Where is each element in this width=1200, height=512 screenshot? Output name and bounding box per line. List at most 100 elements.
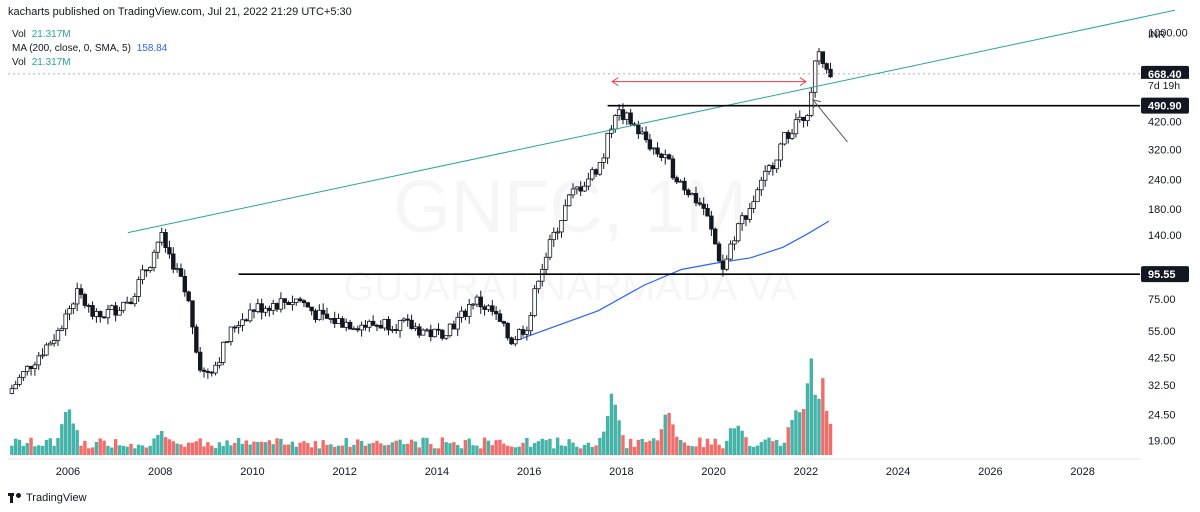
candle-body xyxy=(347,321,353,330)
volume-bar xyxy=(690,446,694,455)
volume-bar xyxy=(106,445,110,455)
volume-bar xyxy=(778,445,783,455)
volume-bar xyxy=(817,398,821,455)
volume-bar xyxy=(37,445,41,455)
volume-bar xyxy=(283,444,287,455)
volume-bar xyxy=(425,437,429,455)
candle-body xyxy=(678,180,683,183)
candle-body xyxy=(251,309,257,312)
candle-body xyxy=(101,316,107,319)
volume-bar xyxy=(256,441,260,455)
support-price-label: 95.55 xyxy=(1148,269,1176,281)
candle-body xyxy=(682,180,687,191)
countdown-badge xyxy=(1141,78,1189,92)
candle-body xyxy=(367,320,372,328)
candle-body xyxy=(182,276,188,293)
candle-body xyxy=(493,311,499,315)
candle-body xyxy=(751,201,756,209)
candle-body xyxy=(63,313,68,330)
moving-average xyxy=(515,220,830,342)
volume-bar xyxy=(809,358,813,455)
candle-body xyxy=(351,328,357,331)
volume-bar xyxy=(263,442,268,455)
volume-bar xyxy=(775,439,779,455)
y-tick-label: 420.00 xyxy=(1148,117,1182,129)
candle-body xyxy=(221,341,226,363)
volume-bar xyxy=(333,446,337,455)
legend-row-volume-2[interactable]: Vol 21.317M xyxy=(12,56,167,70)
volume-bar xyxy=(786,427,790,455)
candle-body xyxy=(78,288,84,295)
candle-body xyxy=(159,232,164,243)
candle-body xyxy=(432,328,437,338)
candle-body xyxy=(71,303,76,309)
candle-body xyxy=(401,318,407,321)
volume-bar xyxy=(824,410,829,455)
candle-body xyxy=(520,329,526,335)
y-tick-label: 24.50 xyxy=(1148,409,1176,421)
y-tick-label: 32.50 xyxy=(1148,380,1176,392)
candle-body xyxy=(639,131,645,135)
x-tick-label: 2006 xyxy=(56,466,80,478)
candle-body xyxy=(524,330,530,335)
y-tick-label: 75.00 xyxy=(1148,294,1176,306)
volume-bar xyxy=(52,445,56,455)
volume-bar xyxy=(429,444,433,455)
candle-body xyxy=(478,296,483,308)
volume-bar xyxy=(525,437,529,455)
volume-bar xyxy=(544,440,548,455)
candle-body xyxy=(497,313,503,322)
volume-bar xyxy=(356,439,360,455)
axes: 2006 2008 2010 2012 2014 2016 2018 2020 2022 2024… xyxy=(8,27,1189,478)
volume-bar xyxy=(652,438,656,455)
volume-bar xyxy=(275,438,279,455)
candle-body xyxy=(451,323,457,330)
volume-bar xyxy=(102,440,106,455)
volume-bar xyxy=(344,438,348,455)
volume-bar xyxy=(586,442,591,455)
candle-body xyxy=(732,240,737,245)
volume-bar xyxy=(582,444,587,455)
footer-brand[interactable]: TradingView xyxy=(8,492,87,504)
x-tick-label: 2012 xyxy=(332,466,356,478)
volume-bar xyxy=(306,443,310,455)
x-tick-label: 2028 xyxy=(1070,466,1094,478)
volume-bar xyxy=(202,446,206,455)
volume-bar xyxy=(578,448,583,455)
candle-body xyxy=(317,309,322,320)
candle-body xyxy=(59,328,65,331)
candle-body xyxy=(405,318,410,321)
volume-bar xyxy=(798,412,802,455)
volume-bar xyxy=(236,437,241,455)
candle-body xyxy=(613,115,618,130)
candle-body xyxy=(697,202,703,205)
candle-body xyxy=(386,318,391,331)
candle-body xyxy=(74,288,80,305)
volume-bar xyxy=(505,445,510,455)
candle-body xyxy=(593,169,599,175)
candle-body xyxy=(324,313,330,319)
candle-body xyxy=(340,318,345,328)
candle-body xyxy=(724,258,729,270)
candle-body xyxy=(109,305,114,310)
candle-body xyxy=(124,301,130,304)
candle-body xyxy=(470,303,476,306)
legend-row-volume[interactable]: Vol 21.317M xyxy=(12,28,167,42)
legend-row-ma[interactable]: MA (200, close, 0, SMA, 5) 158.84 xyxy=(12,42,167,56)
watermark-name: GUJARAT NARMADA VA xyxy=(343,265,797,309)
volume-bar xyxy=(452,442,456,455)
candle-body xyxy=(417,326,422,336)
volume-bar xyxy=(325,444,329,455)
candle-body xyxy=(132,296,138,305)
volume-bar xyxy=(532,443,537,455)
volume-bar xyxy=(221,445,225,455)
volume-bar xyxy=(233,442,237,455)
candle-body xyxy=(528,315,533,332)
candle-body xyxy=(647,139,653,150)
candle-body xyxy=(336,318,341,324)
candle-body xyxy=(171,253,176,270)
volume-bar xyxy=(117,445,122,455)
volume-bar xyxy=(313,441,318,455)
volume-bar xyxy=(548,438,552,455)
